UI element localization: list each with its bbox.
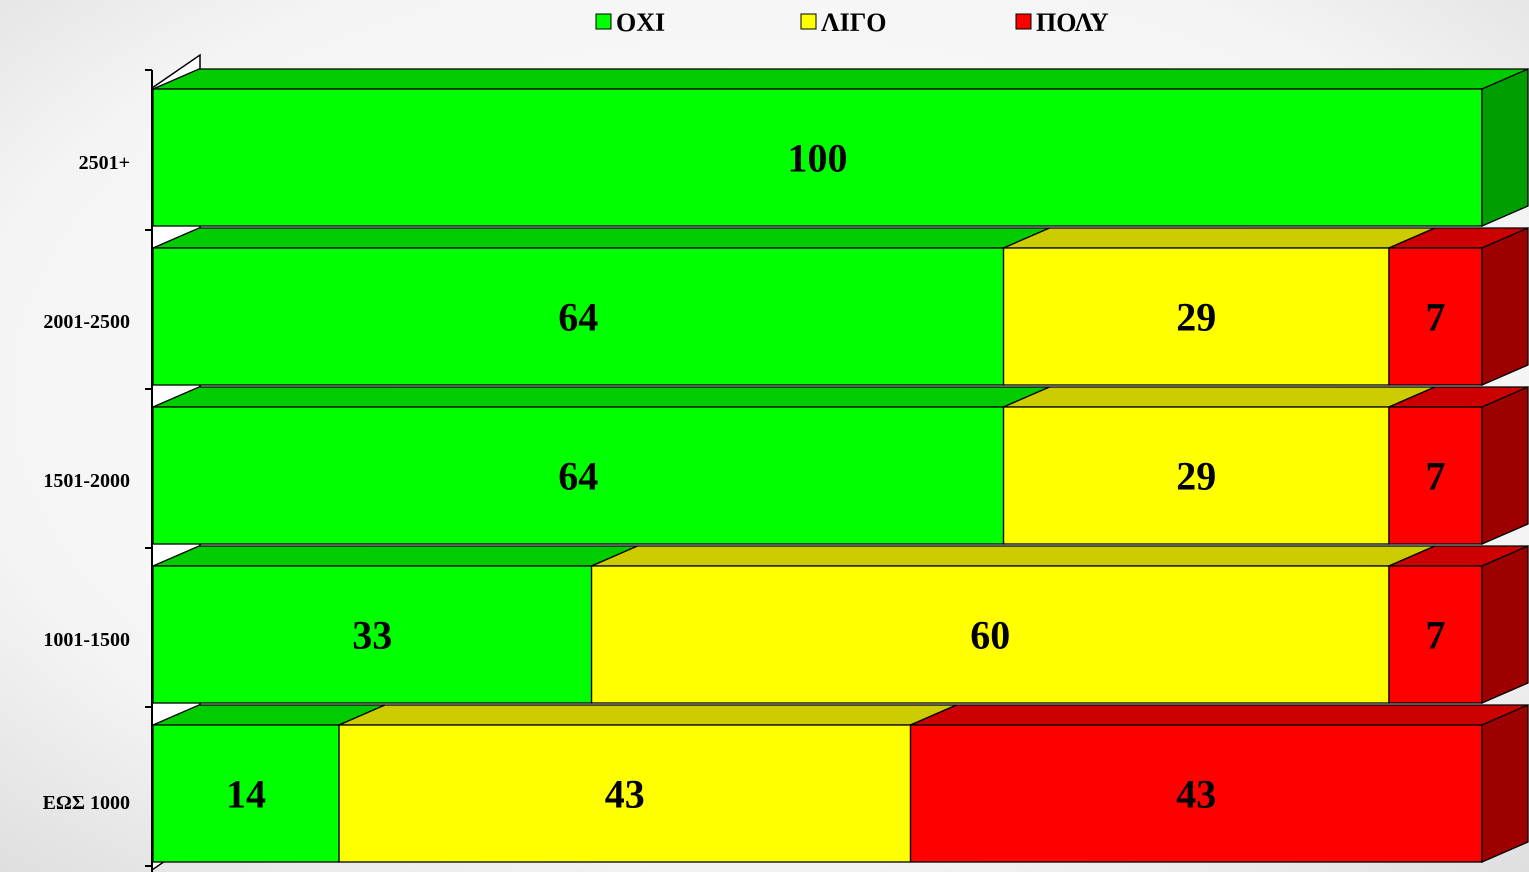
category-label: 2001-2500 xyxy=(43,311,130,333)
category-label: 2501+ xyxy=(79,152,130,174)
bar-top-face xyxy=(152,227,1050,249)
bar-segment: 7 xyxy=(1388,545,1529,704)
legend-swatch-ligo xyxy=(800,13,817,30)
legend-label-ochi: ΟΧΙ xyxy=(616,8,665,37)
bar-side-face xyxy=(1481,227,1529,386)
bar-row: 33 60 7 xyxy=(152,545,1529,704)
legend-item-ochi: ΟΧΙ xyxy=(595,8,665,37)
data-label: 14 xyxy=(226,772,266,817)
data-label: 100 xyxy=(788,136,848,181)
legend-item-poly: ΠΟΛΥ xyxy=(1015,8,1109,37)
bar-segment: 29 xyxy=(1002,227,1436,386)
bar-segment: 43 xyxy=(338,704,957,863)
bar-front-face xyxy=(909,724,1483,863)
bar-front-face xyxy=(152,565,593,704)
category-label: 1001-1500 xyxy=(43,629,130,651)
legend-label-ligo: ΛΙΓΟ xyxy=(821,8,887,37)
bar-front-face xyxy=(152,724,340,863)
bar-front-face xyxy=(590,565,1390,704)
data-label: 43 xyxy=(605,772,645,817)
category-label: 1501-2000 xyxy=(43,470,130,492)
data-label: 60 xyxy=(970,613,1010,658)
bar-row: 100 xyxy=(152,68,1529,227)
bar-segment: 43 xyxy=(909,704,1529,863)
data-label: 7 xyxy=(1425,454,1445,499)
bar-front-face xyxy=(1388,565,1483,704)
data-label: 29 xyxy=(1176,454,1216,499)
bar-segment: 7 xyxy=(1388,227,1529,386)
bar-segment: 60 xyxy=(590,545,1436,704)
bar-segment: 64 xyxy=(152,386,1050,545)
bar-front-face xyxy=(152,247,1005,386)
data-label: 7 xyxy=(1425,613,1445,658)
data-label: 43 xyxy=(1176,772,1216,817)
data-label: 7 xyxy=(1425,295,1445,340)
bar-top-face xyxy=(1003,227,1436,249)
bar-front-face xyxy=(1388,406,1483,545)
legend-swatch-poly xyxy=(1015,13,1032,30)
data-label: 29 xyxy=(1176,295,1216,340)
bar-row: 64 29 7 xyxy=(152,386,1529,545)
data-label: 33 xyxy=(352,613,392,658)
bar-front-face xyxy=(152,88,1483,227)
bar-side-face xyxy=(1481,386,1529,545)
bar-front-face xyxy=(1002,247,1390,386)
bar-top-face xyxy=(1003,386,1436,408)
data-label: 64 xyxy=(558,295,598,340)
bars: 100 64 29 7 64 29 7 33 60 7 14 43 43 xyxy=(152,68,1529,863)
bar-top-face xyxy=(152,545,638,567)
bar-top-face xyxy=(152,68,1529,90)
legend-item-ligo: ΛΙΓΟ xyxy=(800,8,887,37)
bar-segment: 100 xyxy=(152,68,1529,227)
legend-swatch-ochi xyxy=(595,13,612,30)
bar-top-face xyxy=(910,704,1529,726)
bar-front-face xyxy=(152,406,1005,545)
category-labels: 2501+ 2001-2500 1501-2000 1001-1500 ΕΩΣ … xyxy=(43,152,130,814)
bar-side-face xyxy=(1481,68,1529,227)
bar-segment: 14 xyxy=(152,704,386,863)
data-label: 64 xyxy=(558,454,598,499)
bar-row: 64 29 7 xyxy=(152,227,1529,386)
bar-front-face xyxy=(1002,406,1390,545)
bar-front-face xyxy=(338,724,912,863)
bar-top-face xyxy=(591,545,1436,567)
bar-top-face xyxy=(152,386,1050,408)
bar-row: 14 43 43 xyxy=(152,704,1529,863)
bar-segment: 29 xyxy=(1002,386,1436,545)
bar-segment: 64 xyxy=(152,227,1050,386)
legend: ΟΧΙ ΛΙΓΟ ΠΟΛΥ xyxy=(595,8,1109,37)
bar-top-face xyxy=(338,704,957,726)
bar-side-face xyxy=(1481,545,1529,704)
legend-label-poly: ΠΟΛΥ xyxy=(1036,8,1109,37)
category-label: ΕΩΣ 1000 xyxy=(43,792,130,814)
bar-segment: 7 xyxy=(1388,386,1529,545)
bar-side-face xyxy=(1481,704,1529,863)
bar-front-face xyxy=(1388,247,1483,386)
bar-segment: 33 xyxy=(152,545,638,704)
